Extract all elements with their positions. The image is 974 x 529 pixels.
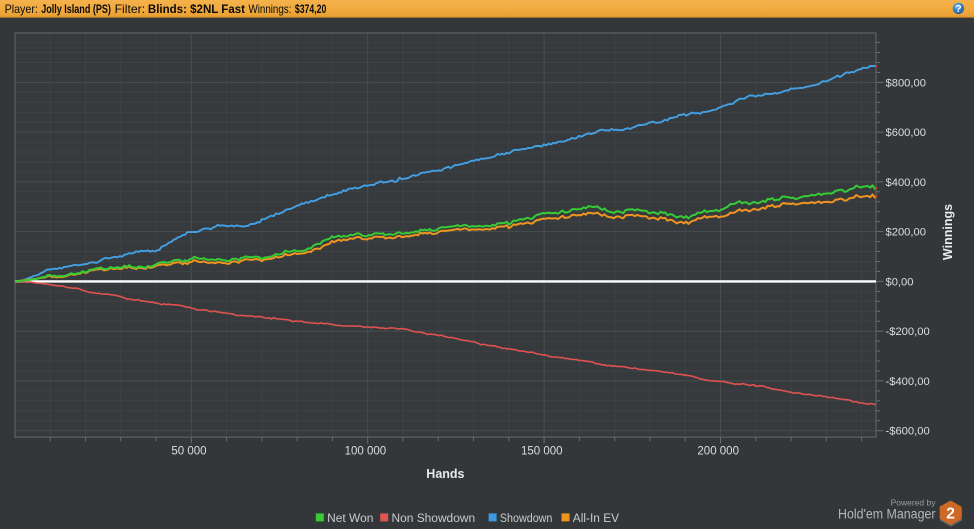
svg-text:Non Showdown: Non Showdown	[392, 511, 476, 525]
svg-text:$600,00: $600,00	[886, 127, 926, 139]
svg-text:Player:: Player:	[5, 2, 38, 16]
svg-text:$400,00: $400,00	[886, 177, 926, 189]
svg-text:Showdown: Showdown	[500, 511, 553, 525]
svg-text:$374,20: $374,20	[295, 2, 327, 16]
svg-text:200 000: 200 000	[697, 446, 739, 458]
svg-text:Hands: Hands	[426, 467, 464, 481]
svg-text:Winnings: Winnings	[941, 204, 955, 260]
svg-text:2: 2	[946, 505, 955, 522]
svg-text:$0,00: $0,00	[886, 276, 914, 288]
svg-text:Blinds: $2NL Fast: Blinds: $2NL Fast	[148, 2, 245, 16]
svg-text:Net Won: Net Won	[327, 511, 373, 525]
svg-text:Hold'em Manager: Hold'em Manager	[838, 507, 936, 522]
svg-text:-$400,00: -$400,00	[886, 376, 930, 388]
svg-text:Winnings:: Winnings:	[249, 2, 292, 16]
svg-text:?: ?	[955, 3, 961, 15]
svg-text:$200,00: $200,00	[886, 227, 926, 239]
svg-text:Jolly Island (PS): Jolly Island (PS)	[41, 2, 111, 16]
svg-text:Powered by: Powered by	[891, 498, 937, 508]
svg-text:$800,00: $800,00	[886, 77, 926, 89]
svg-text:All-In EV: All-In EV	[573, 511, 620, 525]
svg-text:Filter:: Filter:	[115, 2, 146, 16]
svg-text:150 000: 150 000	[521, 446, 563, 458]
svg-text:100 000: 100 000	[345, 446, 387, 458]
svg-text:-$600,00: -$600,00	[886, 426, 930, 438]
svg-text:-$200,00: -$200,00	[886, 326, 930, 338]
svg-text:50 000: 50 000	[171, 446, 206, 458]
